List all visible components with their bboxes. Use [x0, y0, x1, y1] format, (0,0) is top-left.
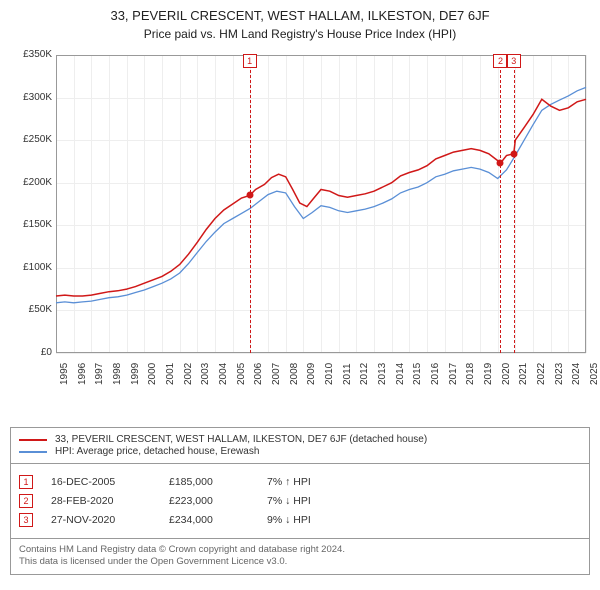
legend-label: 33, PEVERIL CRESCENT, WEST HALLAM, ILKES… — [55, 434, 427, 445]
event-marker: 1 — [243, 54, 257, 68]
event-vline — [500, 55, 501, 353]
x-axis-label: 2001 — [165, 363, 176, 385]
series-line — [56, 99, 586, 296]
event-dot — [510, 150, 517, 157]
x-axis-label: 2017 — [448, 363, 459, 385]
x-axis-label: 2003 — [200, 363, 211, 385]
event-marker: 2 — [19, 494, 33, 508]
x-axis-label: 2019 — [483, 363, 494, 385]
x-axis-label: 2007 — [271, 363, 282, 385]
x-axis-label: 1995 — [59, 363, 70, 385]
x-axis-label: 2016 — [430, 363, 441, 385]
x-axis-label: 2009 — [306, 363, 317, 385]
event-row: 3 27-NOV-2020 £234,000 9% ↓ HPI — [19, 513, 581, 527]
event-price: £234,000 — [169, 514, 249, 526]
events-table: 1 16-DEC-2005 £185,000 7% ↑ HPI 2 28-FEB-2020… — [10, 464, 590, 539]
legend-swatch — [19, 439, 47, 441]
event-date: 27-NOV-2020 — [51, 514, 151, 526]
x-axis-label: 2002 — [183, 363, 194, 385]
x-axis-label: 1998 — [112, 363, 123, 385]
event-marker: 3 — [19, 513, 33, 527]
event-date: 28-FEB-2020 — [51, 495, 151, 507]
x-axis-label: 2025 — [589, 363, 600, 385]
legend-item: 33, PEVERIL CRESCENT, WEST HALLAM, ILKES… — [19, 434, 581, 445]
event-marker: 1 — [19, 475, 33, 489]
x-axis-label: 1999 — [130, 363, 141, 385]
x-axis-label: 2021 — [518, 363, 529, 385]
event-price: £223,000 — [169, 495, 249, 507]
event-dot — [497, 160, 504, 167]
x-axis-label: 2010 — [324, 363, 335, 385]
x-axis-label: 2024 — [571, 363, 582, 385]
event-row: 1 16-DEC-2005 £185,000 7% ↑ HPI — [19, 475, 581, 489]
chart-title: 33, PEVERIL CRESCENT, WEST HALLAM, ILKES… — [10, 8, 590, 23]
legend-item: HPI: Average price, detached house, Erew… — [19, 446, 581, 457]
chart-subtitle: Price paid vs. HM Land Registry's House … — [10, 27, 590, 41]
event-marker: 3 — [507, 54, 521, 68]
x-axis-label: 2008 — [289, 363, 300, 385]
x-axis-label: 2005 — [236, 363, 247, 385]
x-axis-label: 2000 — [147, 363, 158, 385]
event-dot — [246, 192, 253, 199]
footer-line: Contains HM Land Registry data © Crown c… — [19, 544, 581, 556]
legend-swatch — [19, 451, 47, 453]
x-axis-label: 2006 — [253, 363, 264, 385]
chart-plot-area: £0£50K£100K£150K£200K£250K£300K£350K1995… — [10, 49, 590, 389]
event-price: £185,000 — [169, 476, 249, 488]
event-vline — [514, 55, 515, 353]
legend: 33, PEVERIL CRESCENT, WEST HALLAM, ILKES… — [10, 427, 590, 464]
x-axis-label: 2014 — [395, 363, 406, 385]
x-axis-label: 2015 — [412, 363, 423, 385]
x-axis-label: 2012 — [359, 363, 370, 385]
event-date: 16-DEC-2005 — [51, 476, 151, 488]
x-axis-label: 2011 — [342, 363, 353, 385]
x-axis-label: 2013 — [377, 363, 388, 385]
x-axis-label: 2020 — [501, 363, 512, 385]
event-delta: 9% ↓ HPI — [267, 514, 311, 526]
x-axis-label: 2004 — [218, 363, 229, 385]
event-delta: 7% ↑ HPI — [267, 476, 311, 488]
event-vline — [250, 55, 251, 353]
series-line — [56, 87, 586, 302]
event-delta: 7% ↓ HPI — [267, 495, 311, 507]
x-axis-label: 2018 — [465, 363, 476, 385]
footer-line: This data is licensed under the Open Gov… — [19, 556, 581, 568]
x-axis-label: 2022 — [536, 363, 547, 385]
event-row: 2 28-FEB-2020 £223,000 7% ↓ HPI — [19, 494, 581, 508]
footer: Contains HM Land Registry data © Crown c… — [10, 539, 590, 575]
chart-container: 33, PEVERIL CRESCENT, WEST HALLAM, ILKES… — [0, 0, 600, 585]
event-marker: 2 — [493, 54, 507, 68]
x-axis-label: 1996 — [77, 363, 88, 385]
x-axis-label: 1997 — [94, 363, 105, 385]
x-axis-label: 2023 — [554, 363, 565, 385]
legend-label: HPI: Average price, detached house, Erew… — [55, 446, 259, 457]
